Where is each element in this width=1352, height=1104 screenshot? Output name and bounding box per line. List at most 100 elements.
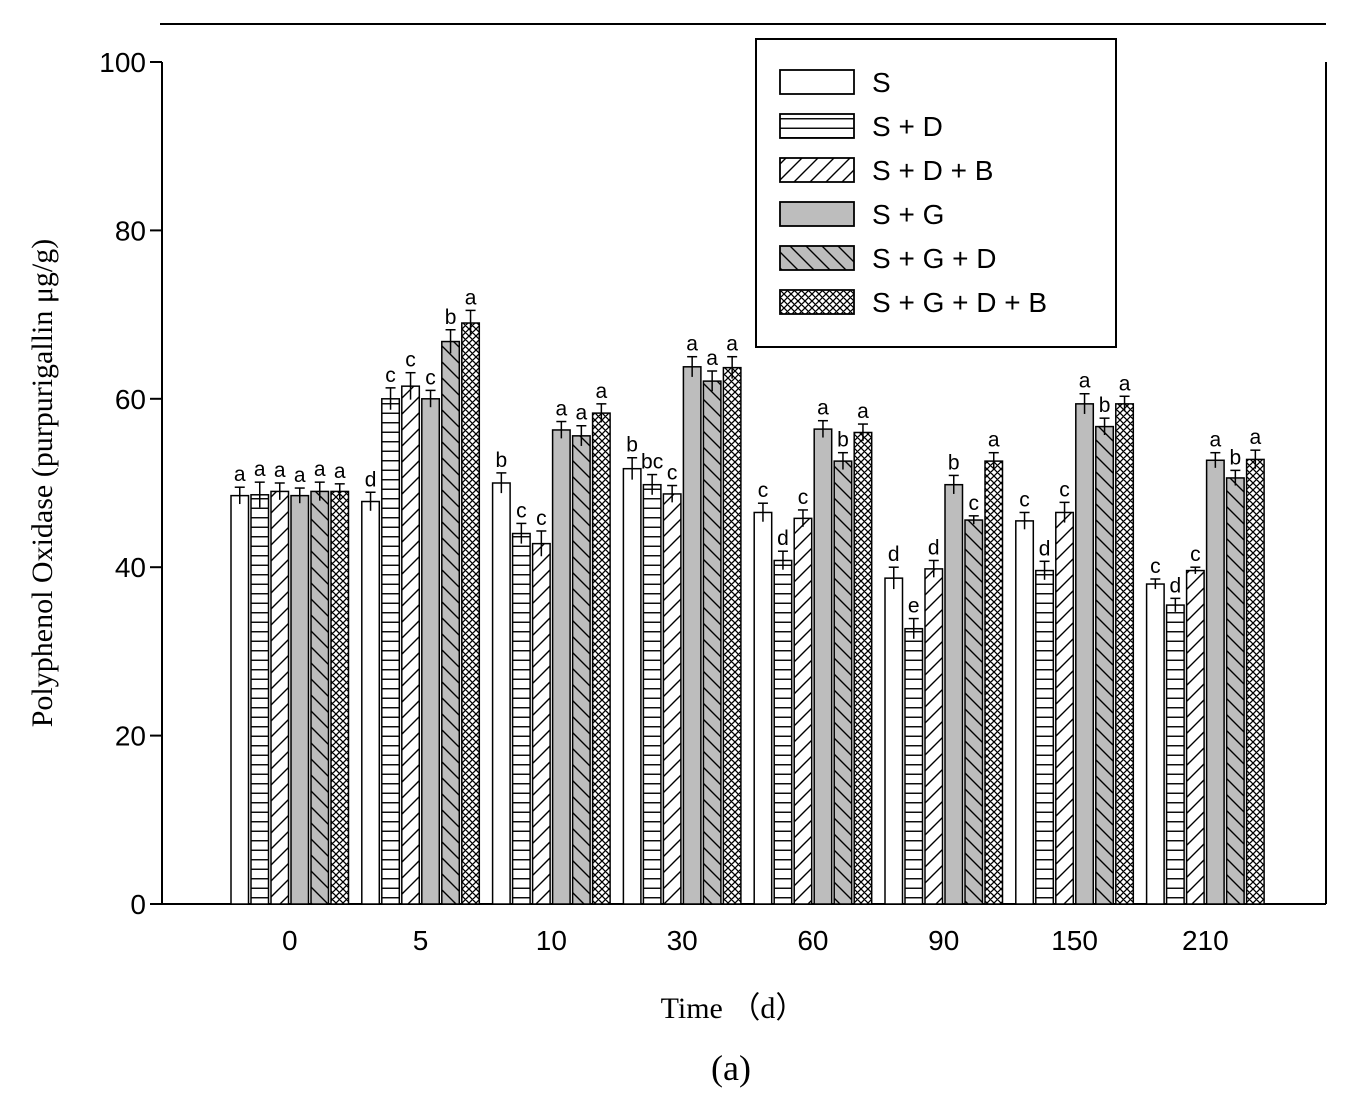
bar [230,494,250,905]
x-tick-label: 150 [1051,925,1098,956]
bar [773,559,793,905]
y-tick-label: 0 [130,889,146,920]
significance-letter: a [465,286,477,309]
bar [491,482,511,905]
bar [1185,569,1205,905]
legend-label: S + G + D + B [872,287,1047,318]
significance-letter: c [1190,543,1201,566]
significance-letter: c [516,499,527,522]
significance-letter: a [686,333,698,356]
x-tick-label: 10 [536,925,567,956]
bar [682,366,702,905]
y-tick-label: 100 [99,47,146,78]
significance-letter: b [948,451,960,474]
significance-letter: a [706,347,718,370]
significance-letter: c [1150,555,1161,578]
significance-letter: b [445,306,457,329]
y-tick-label: 60 [115,384,146,415]
significance-letter: a [234,463,246,486]
significance-letter: bc [641,451,663,474]
significance-letter: e [908,595,920,618]
bar [702,380,722,905]
x-tick-label: 60 [797,925,828,956]
x-tick-label: 0 [282,925,298,956]
bar [571,435,591,905]
legend-label: S + D [872,111,943,142]
bar [1165,604,1185,905]
significance-letter: b [626,434,638,457]
x-ticks: 0 5 10 30 60 90 150 210 [282,925,1229,956]
significance-letter: c [1059,478,1070,501]
bar [793,517,813,905]
significance-letter: d [928,536,940,559]
significance-letter: a [817,397,829,420]
bar [1055,511,1075,905]
y-axis-title: Polyphenol Oxidase (purpurigallin μg/g) [26,239,59,728]
bar [421,398,441,905]
x-axis-title: Time （d） [661,992,806,1025]
significance-letter: a [1119,372,1131,395]
y-ticks: 0 20 40 60 80 100 [99,47,162,920]
significance-letter: a [314,458,326,481]
bar [1035,569,1055,905]
bar [924,568,944,905]
bar [330,490,350,905]
significance-letter: c [667,462,678,485]
significance-letter: d [365,468,377,491]
error-bars [234,309,1261,639]
bar [1095,425,1115,905]
significance-letter: a [294,464,306,487]
bar [642,483,662,905]
legend-swatch [779,201,855,227]
x-tick-label: 30 [667,925,698,956]
bar [1225,477,1245,905]
bar [310,490,330,905]
significance-letter: a [576,402,588,425]
bar [1245,458,1265,905]
significance-letter: a [274,459,286,482]
significance-letter: c [425,366,436,389]
bars [230,322,1265,905]
y-tick-label: 80 [115,215,146,246]
significance-letter: c [385,364,396,387]
panel-label: (a) [711,1048,751,1088]
significance-letter: d [888,543,900,566]
significance-letter: c [405,349,416,372]
legend-swatch [779,69,855,95]
significance-letter: a [1210,429,1222,452]
bar [1145,583,1165,905]
significance-letter: c [1019,488,1030,511]
legend: S S + D S + D + B S + G S + G + D S + G + D +… [755,38,1117,348]
significance-letter: a [1250,426,1262,449]
bar [904,627,924,905]
significance-letter: b [1230,446,1242,469]
legend-label: S [872,67,891,98]
bar [884,577,904,905]
bar [1115,403,1135,905]
significance-letter: c [536,507,547,530]
significance-letter: c [758,479,769,502]
bar [250,494,270,905]
significance-letter: b [496,449,508,472]
bar [381,398,401,905]
bar [511,532,531,905]
y-tick-label: 40 [115,552,146,583]
legend-label: S + G + D [872,243,997,274]
significance-letter: a [1079,370,1091,393]
significance-letter: d [1039,537,1051,560]
bar [1205,459,1225,905]
significance-letter: a [726,333,738,356]
bar [551,429,571,905]
bar [622,467,642,905]
bar [531,542,551,905]
bar [833,460,853,905]
significance-letter: b [1099,394,1111,417]
y-tick-label: 20 [115,721,146,752]
bar [753,511,773,905]
significance-letter: a [254,458,266,481]
bar [722,366,742,905]
legend-swatch [779,113,855,139]
legend-swatch [779,157,855,183]
bar [1015,520,1035,905]
bar [401,385,421,905]
